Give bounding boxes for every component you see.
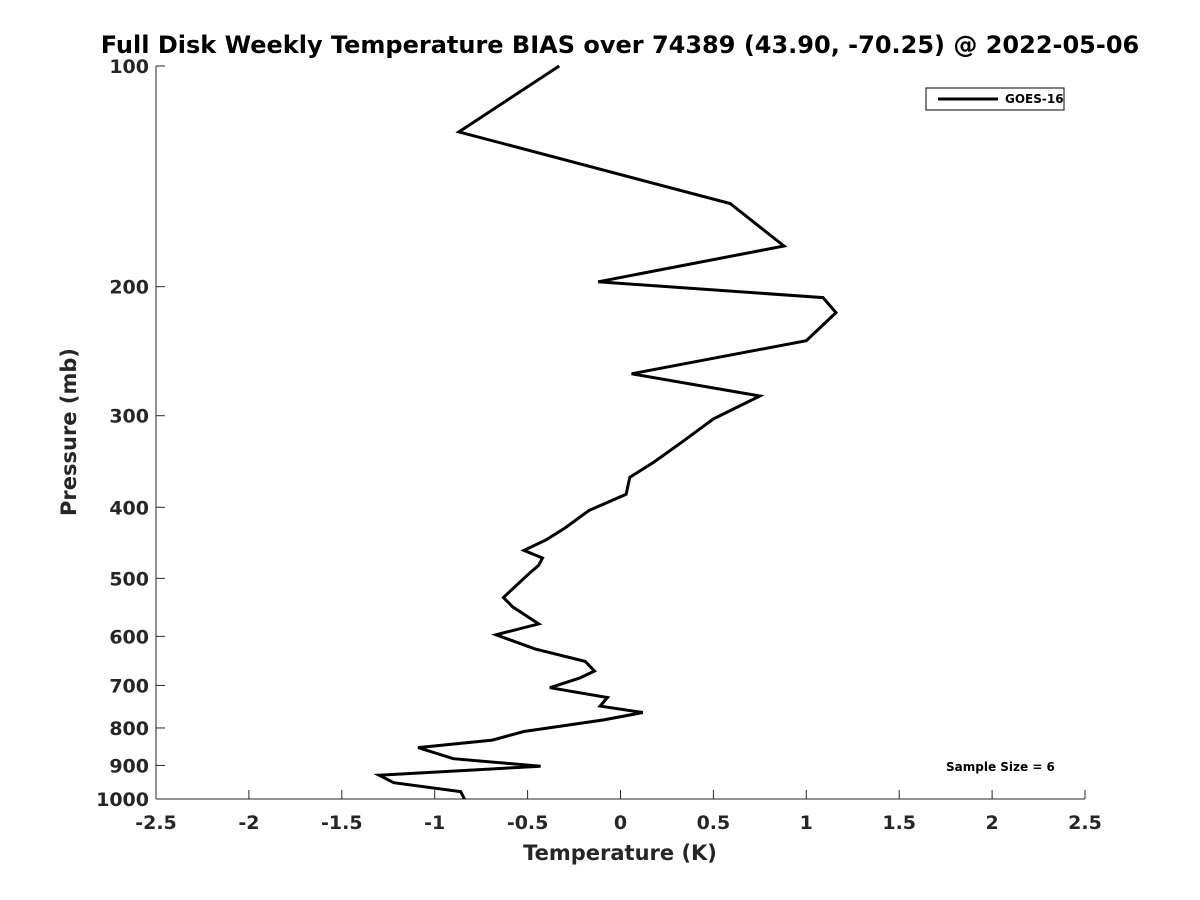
x-tick-label: -2 xyxy=(238,812,259,834)
y-tick-label: 200 xyxy=(109,277,149,299)
y-tick-label: 700 xyxy=(109,675,149,697)
legend: GOES-16 xyxy=(925,87,1065,111)
y-axis-label: Pressure (mb) xyxy=(57,348,81,516)
y-tick-label: 800 xyxy=(109,718,149,740)
series-line-goes-16 xyxy=(373,64,839,800)
x-tick-label: -0.5 xyxy=(507,812,549,834)
x-tick-label: 1.5 xyxy=(882,812,916,834)
x-tick-label: 0.5 xyxy=(697,812,731,834)
x-tick-label: 2 xyxy=(985,812,998,834)
x-tick-label: -2.5 xyxy=(135,812,177,834)
x-tick-label: 2.5 xyxy=(1068,812,1102,834)
y-tick-label: 500 xyxy=(109,568,149,590)
x-axis-label: Temperature (K) xyxy=(523,841,717,865)
y-tick-label: 400 xyxy=(109,497,149,519)
sample-size-annotation: Sample Size = 6 xyxy=(946,760,1055,774)
y-tick-label: 600 xyxy=(109,626,149,648)
x-axis: -2.5 -2 -1.5 -1 -0.5 0 0.5 1 1.5 2 2.5 xyxy=(135,790,1102,834)
chart-title: Full Disk Weekly Temperature BIAS over 7… xyxy=(101,31,1140,59)
y-tick-label: 1000 xyxy=(96,789,149,811)
x-tick-label: -1 xyxy=(424,812,445,834)
plot-area xyxy=(156,66,1085,799)
x-tick-label: -1.5 xyxy=(321,812,363,834)
x-tick-label: 1 xyxy=(800,812,813,834)
y-tick-label: 300 xyxy=(109,406,149,428)
legend-label: GOES-16 xyxy=(1005,92,1064,106)
y-tick-label: 100 xyxy=(109,56,149,78)
x-tick-label: 0 xyxy=(614,812,627,834)
y-axis: 100 200 300 400 500 600 700 800 900 1000 xyxy=(96,56,165,811)
y-tick-label: 900 xyxy=(109,755,149,777)
